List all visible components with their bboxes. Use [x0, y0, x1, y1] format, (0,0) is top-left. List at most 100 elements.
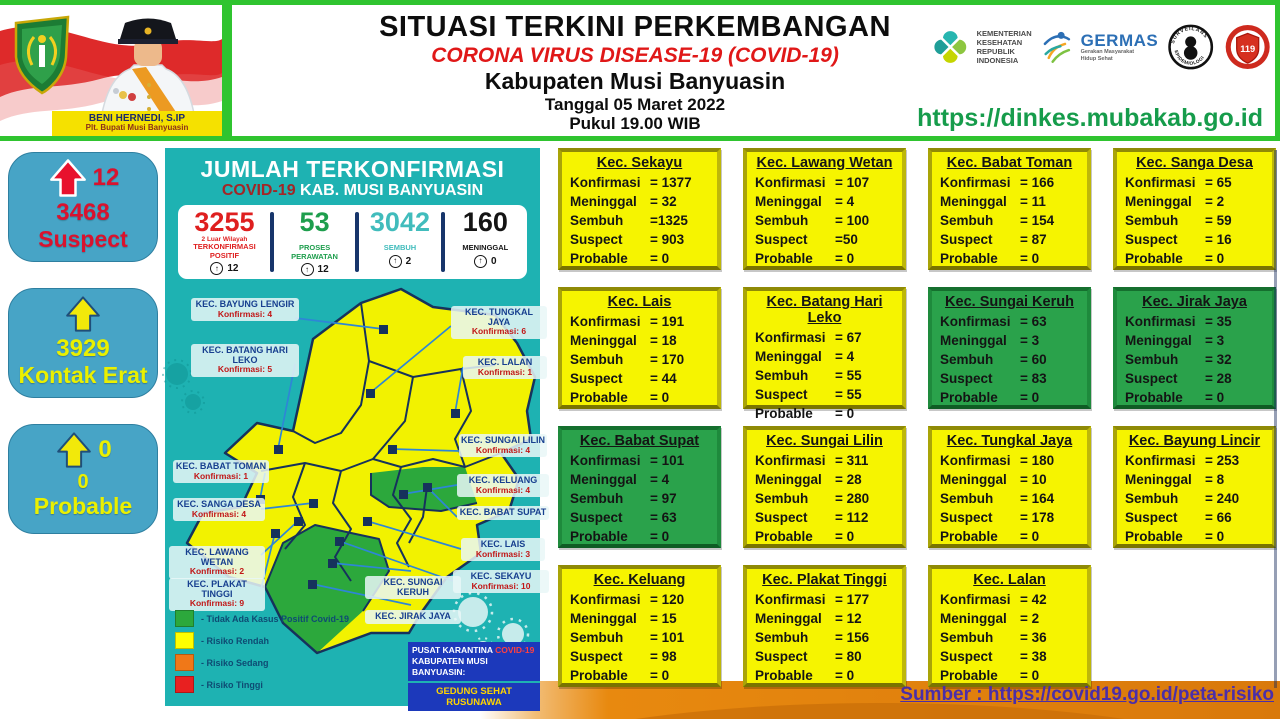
kecamatan-card-title: Kec. Tungkal Jaya: [946, 433, 1073, 449]
map-region-label: KEC. SANGA DESA Konfirmasi: 4: [173, 498, 265, 521]
kecamatan-card: Kec. Sungai Keruh Konfirmasi = 63 Meningg…: [928, 287, 1091, 409]
kemenkes-icon: [934, 31, 967, 63]
card-row-sembuh: Sembuh = 154: [940, 213, 1055, 228]
kecamatan-card-title: Kec. Babat Supat: [579, 433, 700, 449]
card-row-probable: Probable = 0: [755, 251, 855, 266]
card-row-sembuh: Sembuh =1325: [570, 213, 688, 228]
card-row-suspect: Suspect = 38: [940, 649, 1047, 664]
card-row-konfirmasi: Konfirmasi = 311: [755, 453, 869, 468]
legend-swatch: [175, 632, 194, 649]
germas-label-group: GERMAS Gerakan Masyarakat Hidup Sehat: [1081, 32, 1159, 63]
card-row-suspect: Suspect = 16: [1125, 232, 1232, 247]
card-row-suspect: Suspect = 87: [940, 232, 1047, 247]
subtitle-covid: CORONA VIRUS DISEASE-19 (COVID-19): [431, 44, 839, 68]
card-row-probable: Probable = 0: [570, 529, 670, 544]
card-row-probable: Probable = 0: [570, 251, 670, 266]
map-region-konfirmasi: Konfirmasi: 9: [189, 598, 245, 609]
right-edge-shadow: [1274, 150, 1277, 688]
card-row-meninggal: Meninggal = 10: [940, 472, 1047, 487]
card-row-sembuh: Sembuh = 240: [1125, 491, 1240, 506]
legend-item: - Tidak Ada Kasus Positif Covid-19: [175, 610, 349, 627]
map-region-label: KEC. LALAN Konfirmasi: 1: [463, 356, 547, 379]
map-region-konfirmasi: Konfirmasi: 1: [193, 470, 249, 481]
map-region-konfirmasi: Konfirmasi: 4: [475, 484, 531, 495]
card-row-konfirmasi: Konfirmasi = 177: [755, 592, 870, 607]
kecamatan-card-title: Kec. Sungai Keruh: [945, 294, 1074, 310]
official-photo-block: BENI HERNEDI, S.IP Plt. Bupati Musi Bany…: [0, 5, 222, 136]
card-row-suspect: Suspect = 112: [755, 510, 869, 525]
germas-sublabel: Gerakan Masyarakat Hidup Sehat: [1080, 48, 1135, 62]
kecamatan-card-title: Kec. Sanga Desa: [1136, 155, 1253, 171]
map-region-label: KEC. TUNGKAL JAYA Konfirmasi: 6: [451, 306, 547, 339]
card-row-meninggal: Meninggal = 12: [755, 611, 862, 626]
card-row-sembuh: Sembuh = 170: [570, 352, 685, 367]
card-row-suspect: Suspect = 44: [570, 371, 677, 386]
map-title-line2: COVID-19 KAB. MUSI BANYUASIN: [165, 182, 540, 200]
card-row-konfirmasi: Konfirmasi = 67: [755, 330, 862, 345]
official-title: Plt. Bupati Musi Banyuasin: [85, 123, 189, 133]
card-row-sembuh: Sembuh = 36: [940, 630, 1047, 645]
kecamatan-card-title: Kec. Batang Hari Leko: [766, 294, 883, 326]
stat-perawatan-delta: ↑ 12: [275, 263, 354, 276]
stat-sembuh-value: 3042: [369, 207, 430, 237]
virus-decoration-icon: [162, 359, 205, 414]
legend-label: - Tidak Ada Kasus Positif Covid-19: [201, 613, 350, 624]
card-row-suspect: Suspect = 178: [940, 510, 1055, 525]
map-region-name: KEC. TUNGKAL JAYA: [465, 307, 533, 327]
map-region-name: KEC. BABAT TOMAN: [175, 461, 267, 471]
suspect-total: 3468: [56, 199, 110, 226]
map-region-name: KEC. SUNGAI KERUH: [383, 577, 443, 597]
map-region-label: KEC. LAIS Konfirmasi: 3: [461, 538, 545, 561]
map-region-label: KEC. JIRAK JAYA: [365, 610, 461, 624]
map-region-name: KEC. BATANG HARI LEKO: [202, 345, 288, 365]
card-row-meninggal: Meninggal = 2: [1125, 194, 1225, 209]
map-region-label: KEC. SUNGAI KERUH: [365, 576, 461, 600]
map-region-name: KEC. LALAN: [477, 357, 533, 367]
map-title-region: KAB. MUSI BANYUASIN: [295, 182, 484, 200]
quarantine-info-box: PUSAT KARANTINA COVID-19 KABUPATEN MUSI …: [408, 642, 540, 712]
arrow-up-icon: [49, 159, 86, 197]
legend-label: - Risiko Tinggi: [201, 679, 263, 690]
map-region-konfirmasi: Konfirmasi: 1: [477, 366, 533, 377]
legend-item: - Risiko Tinggi: [175, 676, 349, 693]
kecamatan-card: Kec. Sanga Desa Konfirmasi = 65 Meninggal…: [1113, 148, 1276, 270]
subtitle-region: Kabupaten Musi Banyuasin: [484, 68, 786, 95]
stat-positif-value: 3255: [194, 207, 255, 237]
quarantine-covid-text: COVID-19: [495, 645, 535, 655]
stat-perawatan-value: 53: [299, 207, 330, 237]
card-row-suspect: Suspect = 80: [755, 649, 862, 664]
legend-item: - Risiko Rendah: [175, 632, 349, 649]
kecamatan-card: Kec. Lais Konfirmasi = 191 Meninggal = 18 …: [558, 287, 721, 409]
stat-sembuh-delta: ↑ 2: [360, 254, 439, 268]
stat-positif-label: TERKONFIRMASI POSITIF: [193, 242, 256, 260]
source-link[interactable]: Sumber : https://covid19.go.id/peta-risi…: [900, 684, 1274, 705]
stat-meninggal-delta: ↑ 0: [446, 254, 525, 268]
card-row-meninggal: Meninggal = 4: [755, 349, 855, 364]
kecamatan-card: Kec. Batang Hari Leko Konfirmasi = 67 Men…: [743, 287, 906, 421]
kecamatan-card: Kec. Lalan Konfirmasi = 42 Meninggal = 2 S…: [928, 565, 1091, 687]
kecamatan-card-title: Kec. Keluang: [593, 572, 686, 588]
header: BENI HERNEDI, S.IP Plt. Bupati Musi Bany…: [0, 0, 1280, 141]
kecamatan-card: Kec. Jirak Jaya Konfirmasi = 35 Meninggal…: [1113, 287, 1276, 409]
card-row-suspect: Suspect = 98: [570, 649, 677, 664]
kecamatan-card: Kec. Babat Toman Konfirmasi = 166 Meningg…: [928, 148, 1091, 270]
kecamatan-card-title: Kec. Babat Toman: [946, 155, 1073, 171]
kecamatan-card-title: Kec. Jirak Jaya: [1142, 294, 1247, 310]
probable-label: Probable: [33, 493, 133, 519]
kecamatan-card: Kec. Babat Supat Konfirmasi = 101 Meningg…: [558, 426, 721, 548]
kontak-erat-total: 3929: [56, 335, 110, 362]
stat-divider: [355, 212, 360, 272]
germas-icon: [1043, 31, 1070, 63]
card-row-probable: Probable = 0: [570, 668, 670, 683]
card-row-probable: Probable = 0: [940, 251, 1040, 266]
map-region-name: KEC. BAYUNG LENGIR: [195, 299, 295, 309]
map-region-name: KEC. LAWANG WETAN: [185, 547, 249, 567]
card-row-probable: Probable = 0: [1125, 529, 1225, 544]
arrow-up-icon: [57, 432, 92, 468]
card-row-konfirmasi: Konfirmasi = 101: [570, 453, 685, 468]
legend-item: - Risiko Sedang: [175, 654, 349, 671]
dinkes-website-link[interactable]: https://dinkes.mubakab.go.id: [917, 104, 1263, 132]
card-row-sembuh: Sembuh = 97: [570, 491, 677, 506]
date-line: Tanggal 05 Maret 2022: [544, 94, 726, 114]
kecamatan-card-title: Kec. Sekayu: [596, 155, 683, 171]
